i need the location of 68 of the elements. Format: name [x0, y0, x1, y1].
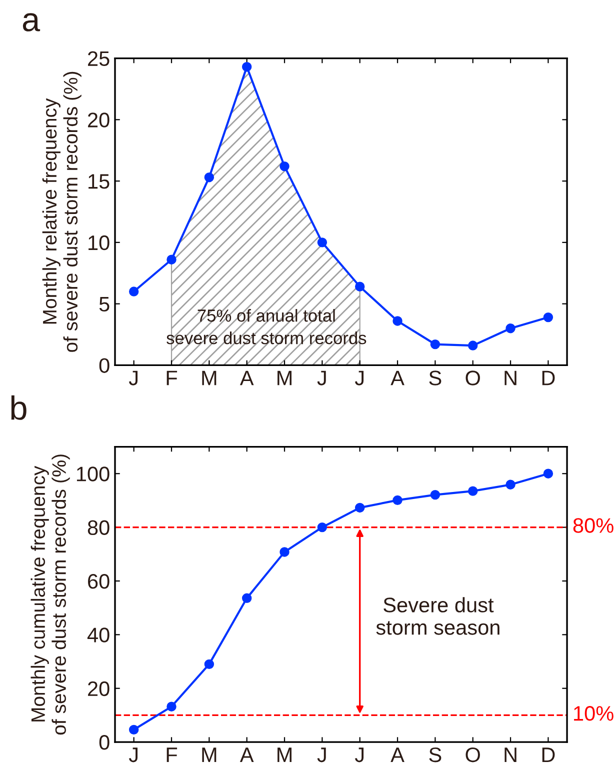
- point: [506, 480, 516, 490]
- chart-title: b: [11, 395, 26, 420]
- x-tick-label: A: [390, 748, 404, 762]
- point: [204, 172, 214, 182]
- y-tick-label: 0: [99, 735, 110, 750]
- y-tick-label: 25: [88, 51, 110, 66]
- point: [354, 282, 365, 292]
- point: [166, 702, 176, 712]
- y-tick-label: 10: [88, 235, 110, 250]
- x-tick-label: A: [240, 748, 254, 762]
- point: [204, 659, 214, 670]
- x-tick-label: J: [354, 748, 364, 762]
- ref-line-label: 80%: [573, 518, 614, 533]
- annotation: 75% of anual total severe dust storm records: [166, 309, 366, 344]
- point: [392, 495, 402, 506]
- y-tick-label: 15: [88, 174, 110, 189]
- point: [242, 62, 252, 72]
- x-tick-label: D: [542, 748, 555, 762]
- x-tick-label: S: [429, 747, 442, 762]
- x-tick-label: D: [542, 370, 555, 386]
- x-tick-label: M: [202, 370, 216, 386]
- x-tick-label: J: [128, 370, 138, 386]
- point: [128, 286, 139, 296]
- y-tick-label: 20: [88, 112, 110, 128]
- x-tick-label: F: [166, 370, 178, 386]
- point: [166, 254, 176, 264]
- point: [430, 490, 440, 500]
- x-tick-label: N: [504, 748, 516, 762]
- x-tick-label: J: [128, 748, 138, 762]
- x-tick-label: O: [466, 370, 480, 386]
- ref-line-label: 10%: [574, 706, 614, 721]
- point: [543, 468, 554, 478]
- y-tick-label: 100: [76, 466, 110, 482]
- x-tick-label: M: [278, 748, 292, 762]
- point: [468, 340, 478, 350]
- annotation: Severe dust storm season: [376, 597, 500, 635]
- y-tick-label: 20: [88, 681, 110, 696]
- y-tick-label: 5: [99, 297, 110, 312]
- point: [317, 522, 328, 532]
- x-tick-label: M: [278, 370, 292, 386]
- point: [506, 324, 516, 334]
- x-tick-label: O: [466, 747, 480, 762]
- point: [354, 502, 365, 513]
- y-tick-label: 80: [88, 520, 110, 536]
- point: [242, 593, 252, 604]
- point: [280, 547, 290, 557]
- x-tick-label: A: [390, 370, 404, 386]
- point: [280, 161, 290, 172]
- chart-title: a: [22, 13, 40, 32]
- point: [468, 486, 478, 496]
- y-tick-label: 60: [88, 574, 110, 589]
- point: [430, 339, 440, 350]
- y-axis-title: Monthly relative frequency of severe dust storm records (%): [42, 72, 82, 352]
- point: [317, 238, 328, 248]
- x-tick-label: J: [317, 370, 326, 386]
- point: [543, 312, 554, 322]
- x-tick-label: A: [240, 370, 254, 386]
- y-tick-label: 0: [99, 358, 110, 373]
- x-tick-label: M: [202, 748, 216, 762]
- x-tick-label: S: [429, 370, 442, 386]
- x-tick-label: J: [354, 370, 364, 386]
- point: [128, 724, 139, 735]
- y-axis-title: Monthly cumulative frequency of severe dust storm records (%): [30, 454, 70, 735]
- x-tick-label: N: [504, 370, 516, 386]
- x-tick-label: J: [317, 748, 326, 762]
- y-tick-label: 40: [87, 628, 110, 642]
- x-tick-label: F: [166, 748, 178, 762]
- point: [392, 316, 402, 326]
